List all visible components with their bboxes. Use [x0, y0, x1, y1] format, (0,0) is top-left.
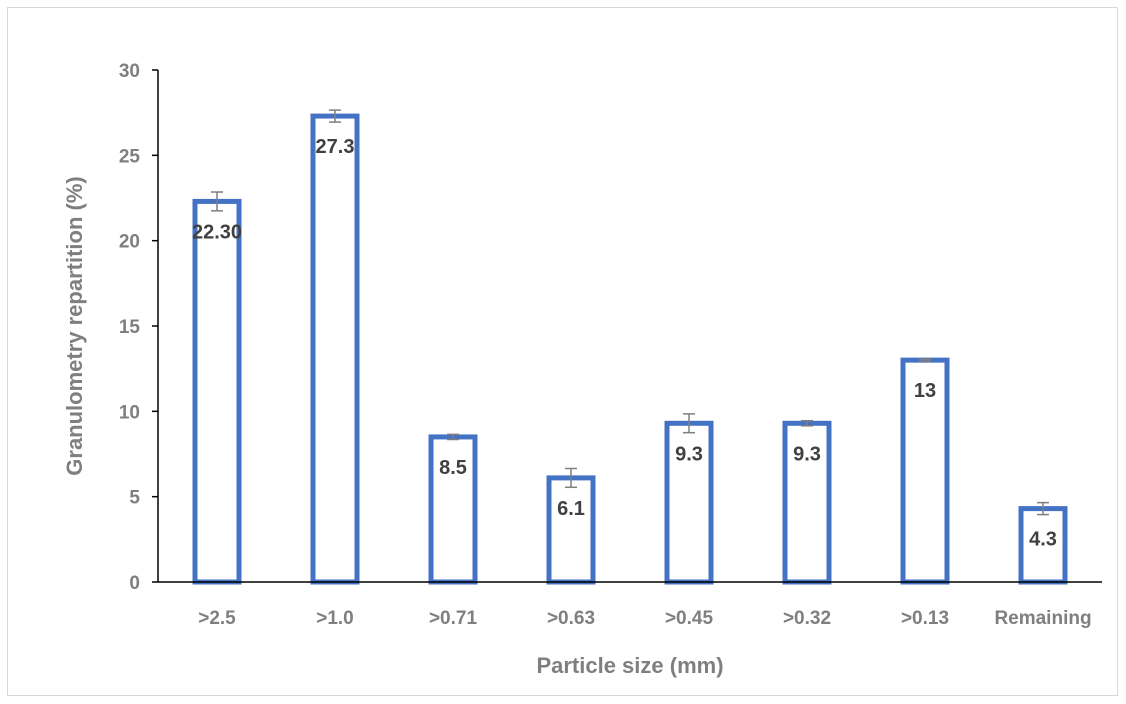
x-tick-label: >0.32	[783, 608, 831, 629]
data-label: 9.3	[675, 443, 703, 465]
x-tick-label: >0.45	[665, 608, 714, 629]
data-label: 4.3	[1029, 529, 1057, 551]
data-label: 8.5	[439, 457, 467, 479]
y-tick-label: 15	[119, 317, 141, 338]
y-tick-label: 30	[119, 61, 140, 82]
error-bars-group	[211, 109, 1049, 516]
x-tick-label: >0.71	[429, 608, 478, 629]
y-tick-label: 0	[129, 573, 140, 594]
x-tick-label: >2.5	[198, 608, 236, 629]
y-tick-label: 10	[119, 402, 140, 423]
data-label: 22.30	[192, 221, 242, 243]
data-label: 6.1	[557, 498, 585, 520]
bar	[428, 434, 478, 585]
bar	[192, 198, 242, 585]
y-tick-label: 25	[119, 146, 141, 167]
y-tick-label: 5	[129, 488, 140, 509]
data-labels-group: 22.30 27.3 8.5 6.1 9.3 9.3 13 4.3	[192, 136, 1057, 551]
bar	[310, 113, 360, 585]
y-tick-label: 20	[119, 232, 140, 253]
x-tick-label: >0.13	[901, 608, 949, 629]
x-axis-ticks: >2.5 >1.0 >0.71 >0.63 >0.45 >0.32 >0.13 Remaini…	[198, 608, 1091, 629]
bars-group	[192, 113, 1068, 585]
data-label: 13	[914, 380, 936, 402]
x-axis-title: Particle size (mm)	[536, 653, 723, 678]
y-axis-ticks: 0 5 10 15 20 25 30	[119, 61, 158, 594]
data-label: 27.3	[316, 136, 355, 158]
y-axis-title: Granulometry repartition (%)	[62, 176, 87, 475]
x-tick-label: Remaining	[994, 608, 1091, 629]
x-tick-label: >0.63	[547, 608, 595, 629]
x-tick-label: >1.0	[316, 608, 354, 629]
data-label: 9.3	[793, 443, 821, 465]
bar	[546, 475, 596, 585]
